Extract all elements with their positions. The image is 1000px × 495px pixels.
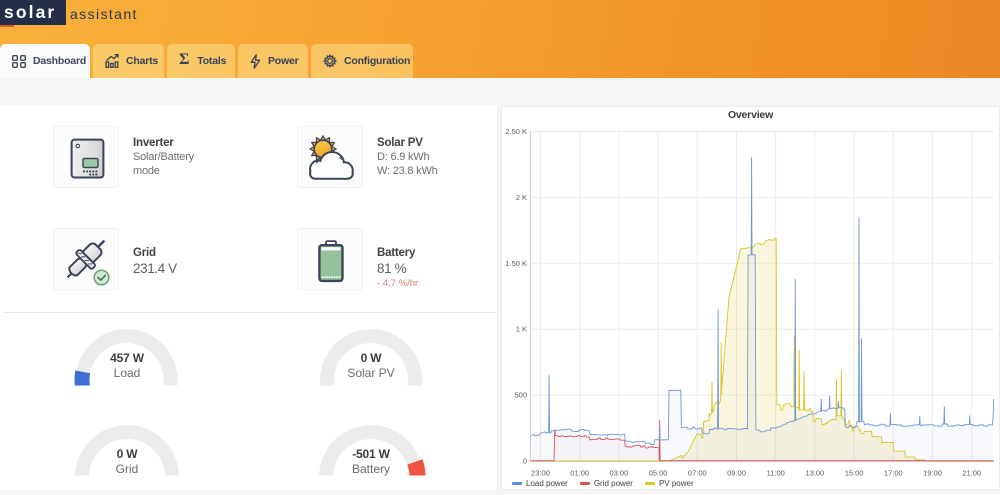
- svg-text:09:00: 09:00: [727, 469, 746, 478]
- svg-text:01:00: 01:00: [570, 469, 589, 478]
- svg-text:2.50 K: 2.50 K: [505, 127, 527, 136]
- svg-text:2 K: 2 K: [516, 193, 527, 202]
- svg-text:05:00: 05:00: [649, 469, 668, 478]
- svg-text:17:00: 17:00: [884, 469, 903, 478]
- svg-text:11:00: 11:00: [767, 469, 785, 478]
- svg-text:0: 0: [523, 457, 527, 466]
- svg-text:500: 500: [514, 391, 527, 400]
- svg-text:13:00: 13:00: [806, 469, 825, 478]
- svg-text:07:00: 07:00: [688, 469, 707, 478]
- svg-text:1 K: 1 K: [516, 325, 527, 334]
- svg-text:19:00: 19:00: [923, 469, 942, 478]
- svg-text:23:00: 23:00: [531, 469, 550, 478]
- svg-text:15:00: 15:00: [845, 469, 864, 478]
- svg-text:21:00: 21:00: [962, 469, 981, 478]
- svg-text:1.50 K: 1.50 K: [505, 259, 527, 268]
- svg-text:03:00: 03:00: [610, 469, 629, 478]
